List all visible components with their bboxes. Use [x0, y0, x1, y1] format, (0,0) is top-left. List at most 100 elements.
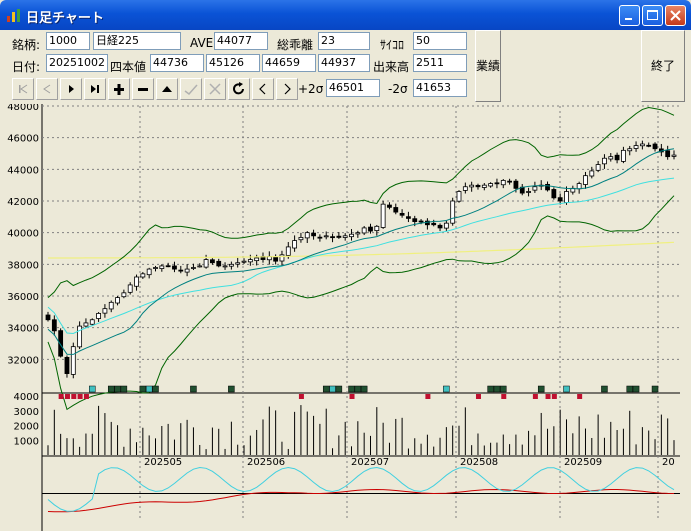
candle-body	[323, 235, 329, 238]
check-icon	[184, 84, 198, 96]
candle-body	[614, 154, 620, 161]
signal-marker	[626, 385, 633, 393]
close-button[interactable]	[665, 5, 686, 26]
signal-marker	[500, 385, 507, 393]
date-field[interactable]: 20251002	[46, 54, 108, 72]
sell-marker	[532, 394, 538, 399]
candle-body	[652, 143, 658, 150]
prev-button[interactable]	[36, 78, 58, 100]
refresh-button[interactable]	[228, 78, 250, 100]
candle-body	[532, 186, 538, 191]
candle-body	[564, 191, 569, 203]
candle-body	[437, 224, 443, 229]
candle-body	[83, 322, 89, 327]
candle-body	[89, 319, 95, 325]
candle-body	[355, 232, 361, 235]
scroll-left-button[interactable]	[252, 78, 274, 100]
candle-body	[330, 236, 335, 239]
volume-tick-label: 4000	[14, 392, 39, 403]
month-label: 20	[662, 457, 675, 468]
exit-button[interactable]: 終了	[641, 30, 685, 102]
sell-marker	[64, 394, 70, 399]
next-button[interactable]	[60, 78, 82, 100]
last-button[interactable]	[84, 78, 106, 100]
name-field[interactable]: 日経225	[93, 32, 181, 50]
cancel-icon	[209, 83, 221, 95]
candle-body	[462, 186, 468, 191]
daily-chart[interactable]: 48000 46000 44000 42000 40000 38000 36000 34000…	[0, 104, 691, 531]
chart-app-icon	[7, 9, 20, 22]
minus-icon	[138, 88, 148, 91]
close-icon	[670, 10, 681, 21]
signal-marker	[152, 385, 159, 393]
candle-body	[58, 330, 64, 357]
minimize-button[interactable]	[619, 5, 640, 26]
signal-marker	[632, 385, 640, 393]
add-button[interactable]	[108, 78, 130, 100]
price-tick-label: 36000	[7, 292, 39, 303]
candle-body	[406, 216, 411, 219]
minus2sigma-field[interactable]: 41653	[413, 79, 467, 97]
price-tick-label: 42000	[7, 197, 39, 208]
signal-marker	[114, 385, 121, 393]
code-field[interactable]: 1000	[46, 32, 90, 50]
candle-body	[304, 232, 310, 239]
candle-body	[557, 197, 563, 202]
plus2sigma-field[interactable]: 46501	[326, 79, 380, 97]
plus2sigma-label: +2σ	[298, 82, 324, 96]
ave-field[interactable]: 44077	[214, 32, 268, 50]
candle-body	[241, 260, 247, 263]
deviation-field[interactable]: 23	[318, 32, 370, 50]
maximize-button[interactable]	[642, 5, 663, 26]
candle-body	[203, 259, 209, 268]
candle-body	[210, 259, 215, 264]
dice-field[interactable]: 50	[413, 32, 467, 50]
dice-label: ｻｲｺﾛ	[380, 38, 405, 52]
low-field[interactable]: 44659	[262, 54, 316, 72]
candle-body	[513, 180, 519, 189]
signal-marker	[360, 385, 368, 393]
candle-body	[64, 356, 70, 374]
volume-field[interactable]: 2511	[413, 54, 467, 72]
candle-body	[273, 256, 279, 262]
candle-body	[475, 184, 481, 188]
signal-marker	[443, 385, 450, 393]
check-button[interactable]	[180, 78, 202, 100]
candle-body	[127, 284, 133, 293]
candle-body	[633, 145, 639, 149]
candle-body	[172, 265, 177, 270]
signal-marker	[354, 385, 362, 393]
candle-body	[285, 246, 291, 256]
cancel-button[interactable]	[204, 78, 226, 100]
candle-body	[298, 237, 304, 241]
candle-body	[70, 346, 76, 375]
date-label: 日付:	[12, 60, 41, 74]
volume-tick-label: 3000	[14, 407, 39, 418]
maximize-icon	[647, 10, 658, 20]
up-button[interactable]	[156, 78, 178, 100]
candle-body	[235, 262, 241, 265]
candle-body	[153, 267, 158, 269]
remove-button[interactable]	[132, 78, 154, 100]
sell-marker	[58, 394, 64, 399]
candle-body	[108, 301, 114, 310]
ave-label: AVE	[190, 36, 214, 50]
industry-button[interactable]: 業績	[475, 30, 501, 102]
month-label: 202509	[564, 457, 602, 468]
open-field[interactable]: 44736	[150, 54, 204, 72]
candle-body	[481, 184, 487, 188]
minus2sigma-label: -2σ	[388, 82, 408, 96]
refresh-icon	[233, 82, 244, 95]
signal-marker	[563, 385, 570, 393]
candle-body	[146, 268, 152, 276]
candle-body	[507, 180, 512, 183]
title-bar: 日足チャート	[0, 0, 691, 30]
candle-body	[121, 292, 127, 298]
candle-body	[178, 269, 184, 272]
scroll-right-button[interactable]	[276, 78, 298, 100]
oscillator-red-line	[47, 488, 675, 513]
close-field[interactable]: 44937	[318, 54, 370, 72]
sell-marker	[71, 394, 77, 399]
first-button[interactable]	[12, 78, 34, 100]
high-field[interactable]: 45126	[206, 54, 260, 72]
